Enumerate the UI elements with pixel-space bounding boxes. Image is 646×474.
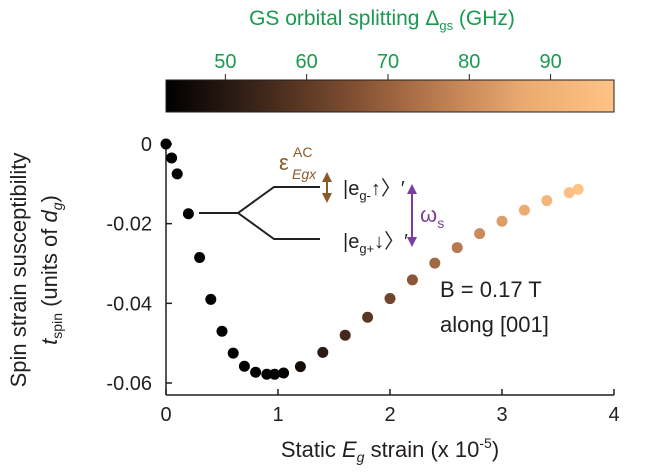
colorbar-tick-label: 50 <box>214 51 236 73</box>
data-point <box>166 152 178 164</box>
colorbar-title: GS orbital splitting Δgs (GHz) <box>249 7 515 33</box>
colorbar-tick-labels: 50 60 70 80 90 <box>214 51 562 80</box>
field-direction-label: along [001] <box>440 312 549 337</box>
field-label: B = 0.17 T <box>440 277 542 302</box>
ket-lower: |eg+↓〉′ <box>343 231 408 256</box>
colorbar <box>165 79 615 113</box>
data-point <box>406 274 418 286</box>
data-point <box>294 361 306 373</box>
data-point <box>451 242 463 254</box>
data-point <box>269 368 281 380</box>
epsilon-label: ε <box>279 150 289 175</box>
data-point <box>194 252 206 264</box>
y-tick-label: -0.04 <box>106 293 152 315</box>
colorbar-tick-label: 60 <box>296 51 318 73</box>
data-point <box>238 360 250 372</box>
data-point <box>541 195 553 207</box>
level-lower-line <box>237 212 320 240</box>
epsilon-subscript: Egx <box>292 166 317 182</box>
colorbar-tick-label: 90 <box>539 51 561 73</box>
y-tick-label: 0 <box>141 134 152 156</box>
omega-label: ωs <box>420 202 444 231</box>
data-point <box>572 183 584 195</box>
data-point <box>182 208 194 220</box>
x-axis-ticks: 0 1 2 3 4 <box>160 389 620 426</box>
x-tick-label: 1 <box>272 404 283 426</box>
y-axis-ticks: 0 -0.02 -0.04 -0.06 <box>106 134 172 395</box>
data-point <box>171 168 183 180</box>
data-point <box>563 187 575 199</box>
data-point <box>160 138 172 150</box>
data-point <box>317 346 329 358</box>
ket-upper: |eg-↑〉′ <box>343 178 405 203</box>
energy-level-diagram: ε AC Egx |eg-↑〉′ |eg+↓〉′ ωs <box>199 144 444 256</box>
data-point <box>278 367 290 379</box>
data-point <box>518 204 530 216</box>
data-point <box>250 366 262 378</box>
level-upper-line <box>199 186 320 214</box>
data-point <box>216 325 228 337</box>
data-point <box>474 228 486 240</box>
data-point <box>205 293 217 305</box>
y-tick-label: -0.02 <box>106 214 152 236</box>
y-axis-sublabel: tspin (units of dg) <box>37 195 65 345</box>
x-tick-label: 4 <box>608 404 619 426</box>
y-tick-label: -0.06 <box>106 373 152 395</box>
data-point <box>261 368 273 380</box>
epsilon-superscript: AC <box>293 144 312 160</box>
data-point <box>429 257 441 269</box>
x-tick-label: 3 <box>496 404 507 426</box>
colorbar-tick-label: 80 <box>458 51 480 73</box>
data-point <box>339 329 351 341</box>
y-axis-label: Spin strain susceptibility <box>6 153 31 388</box>
data-series <box>160 138 584 380</box>
colorbar-tick-label: 70 <box>377 51 399 73</box>
data-point <box>362 311 374 323</box>
x-tick-label: 2 <box>384 404 395 426</box>
data-point <box>227 347 239 359</box>
x-tick-label: 0 <box>160 404 171 426</box>
data-point <box>496 215 508 227</box>
x-axis-label: Static Eg strain (x 10-5) <box>281 435 499 465</box>
data-point <box>384 293 396 305</box>
